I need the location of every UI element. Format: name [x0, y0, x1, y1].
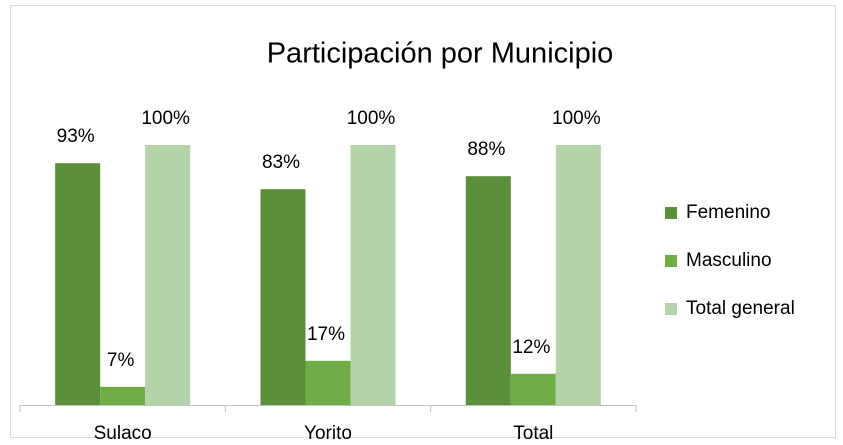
bar	[145, 145, 191, 405]
value-label: 100%	[347, 108, 396, 129]
value-label: 100%	[552, 108, 601, 129]
legend-swatch	[665, 207, 677, 219]
value-label: 83%	[262, 152, 300, 173]
legend-swatch	[665, 255, 677, 267]
value-label: 7%	[107, 350, 135, 371]
bar	[100, 386, 146, 405]
x-tick-label: Total	[513, 423, 553, 444]
bar	[465, 176, 511, 405]
legend-label: Total general	[686, 298, 795, 319]
bar	[305, 360, 351, 405]
value-label: 93%	[57, 126, 95, 147]
x-tick-label: Sulaco	[94, 423, 152, 444]
value-label: 100%	[141, 108, 190, 129]
legend-swatch	[665, 303, 677, 315]
legend-label: Masculino	[686, 250, 772, 271]
chart-title: Participación por Municipio	[267, 38, 614, 70]
x-tick-label: Yorito	[304, 423, 352, 444]
bar	[55, 163, 101, 405]
value-label: 12%	[512, 337, 550, 358]
bar	[260, 189, 306, 405]
bar	[350, 145, 396, 405]
legend-label: Femenino	[686, 202, 771, 223]
bar	[510, 373, 556, 405]
bar	[555, 145, 601, 405]
value-label: 17%	[307, 324, 345, 345]
value-label: 88%	[467, 139, 505, 160]
